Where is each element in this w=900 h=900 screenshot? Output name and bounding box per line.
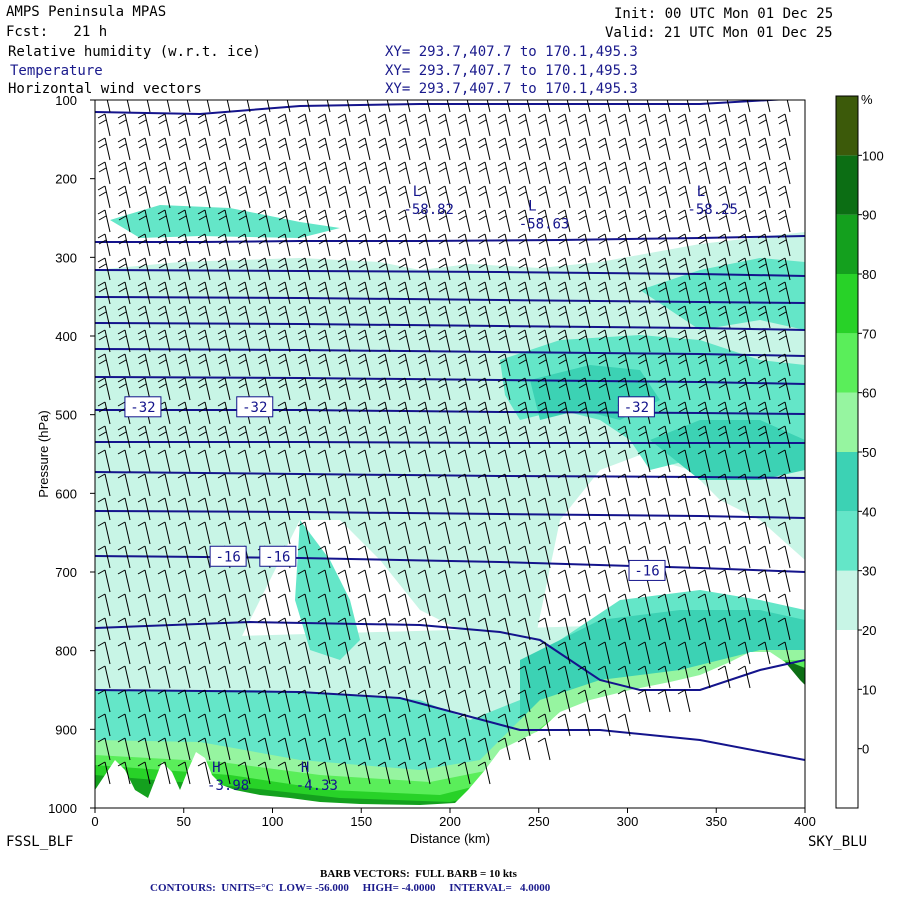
temp-contour — [95, 441, 805, 444]
extremum-value: -58.82 — [403, 202, 454, 218]
contour-label-box — [124, 396, 162, 418]
colorbar-swatch — [836, 214, 858, 274]
y-tick-label: 100 — [55, 93, 77, 108]
left-endpoint-label: FSSL_BLF — [6, 834, 74, 850]
low-marker: L — [528, 198, 536, 214]
x-axis-label: Distance (km) — [410, 831, 490, 846]
colorbar-tick-label: 10 — [862, 682, 876, 697]
temp-contour — [95, 100, 788, 116]
contour-label: -32 — [130, 400, 155, 416]
colorbar-swatch — [836, 274, 858, 334]
x-tick-label: 350 — [705, 814, 727, 829]
colorbar-swatch — [836, 452, 858, 512]
valid-time: Valid: 21 UTC Mon 01 Dec 25 — [605, 25, 833, 41]
xy-range-2: XY= 293.7,407.7 to 170.1,495.3 — [385, 63, 638, 79]
high-marker: H — [301, 760, 309, 776]
extremum-value: -4.33 — [296, 778, 338, 794]
field-wind-label: Horizontal wind vectors — [8, 81, 202, 97]
y-tick-label: 200 — [55, 172, 77, 187]
xy-range-1: XY= 293.7,407.7 to 170.1,495.3 — [385, 44, 638, 60]
contour-legend: CONTOURS: UNITS=°C LOW= -56.000 HIGH= -4… — [150, 882, 551, 894]
colorbar-swatch — [836, 511, 858, 571]
temp-contour — [95, 620, 805, 691]
x-tick-label: 50 — [177, 814, 191, 829]
temp-contour — [95, 348, 805, 357]
y-tick-label: 800 — [55, 644, 77, 659]
temp-contour — [95, 689, 805, 761]
terrain — [95, 652, 805, 808]
colorbar-tick-label: 30 — [862, 564, 876, 579]
temp-contour — [95, 510, 805, 519]
x-tick-label: 100 — [262, 814, 284, 829]
model-title: AMPS Peninsula MPAS — [6, 4, 167, 20]
y-tick-label: 600 — [55, 486, 77, 501]
colorbar-tick-label: 80 — [862, 267, 876, 282]
colorbar-tick-label: 90 — [862, 208, 876, 223]
x-tick-label: 150 — [350, 814, 372, 829]
colorbar-unit: % — [861, 92, 873, 107]
temp-contour — [95, 322, 805, 331]
contour-label: -16 — [634, 563, 659, 579]
contour-label-box — [628, 559, 666, 581]
low-marker: L — [413, 184, 421, 200]
colorbar-tick-label: 20 — [862, 623, 876, 638]
temp-contour — [95, 376, 805, 385]
field-rh-label: Relative humidity (w.r.t. ice) — [8, 44, 261, 60]
contour-label-box — [209, 545, 247, 567]
high-marker: H — [212, 760, 220, 776]
temp-contour — [95, 269, 805, 277]
y-tick-label: 1000 — [48, 801, 77, 816]
colorbar-tick-label: 60 — [862, 386, 876, 401]
low-marker: L — [697, 184, 705, 200]
temp-contour — [95, 471, 805, 479]
y-tick-label: 400 — [55, 329, 77, 344]
colorbar-swatch — [836, 570, 858, 630]
x-tick-label: 400 — [794, 814, 816, 829]
field-temp-label: Temperature — [10, 63, 103, 79]
contour-label: -16 — [265, 549, 290, 565]
y-tick-label: 300 — [55, 250, 77, 265]
extremum-value: -58.25 — [687, 202, 738, 218]
y-tick-label: 900 — [55, 722, 77, 737]
xy-range-3: XY= 293.7,407.7 to 170.1,495.3 — [385, 81, 638, 97]
colorbar-tick-label: 100 — [862, 148, 884, 163]
init-time: Init: 00 UTC Mon 01 Dec 25 — [614, 6, 834, 22]
y-tick-label: 700 — [55, 565, 77, 580]
x-tick-label: 300 — [617, 814, 639, 829]
wind-barbs — [97, 100, 791, 785]
rh-shade-region — [110, 205, 340, 238]
colorbar-tick-label: 50 — [862, 445, 876, 460]
colorbar-swatch — [836, 155, 858, 215]
colorbar-swatch — [836, 96, 858, 156]
x-tick-label: 0 — [91, 814, 98, 829]
temp-contour — [95, 235, 805, 243]
extremum-value: -58.63 — [519, 216, 570, 232]
temp-contour — [95, 296, 805, 304]
y-tick-label: 500 — [55, 408, 77, 423]
y-axis-label: Pressure (hPa) — [36, 410, 51, 497]
rh-shade-region — [295, 520, 360, 660]
extremum-value: -3.98 — [207, 778, 249, 794]
colorbar-tick-label: 70 — [862, 326, 876, 341]
contour-label-box — [259, 545, 297, 567]
contour-label: -32 — [242, 400, 267, 416]
colorbar-swatch — [836, 392, 858, 452]
x-tick-label: 200 — [439, 814, 461, 829]
contour-label-box — [617, 396, 655, 418]
contour-label: -16 — [215, 549, 240, 565]
contour-label-box — [236, 396, 274, 418]
plot-area — [95, 100, 805, 808]
colorbar-tick-label: 0 — [862, 742, 869, 757]
colorbar-tick-label: 40 — [862, 504, 876, 519]
x-tick-label: 250 — [528, 814, 550, 829]
colorbar-swatch — [836, 333, 858, 393]
contour-label: -32 — [624, 400, 649, 416]
right-endpoint-label: SKY_BLU — [808, 834, 868, 850]
forecast-hour: Fcst: 21 h — [6, 24, 108, 40]
barb-legend: BARB VECTORS: FULL BARB = 10 kts — [320, 868, 517, 880]
